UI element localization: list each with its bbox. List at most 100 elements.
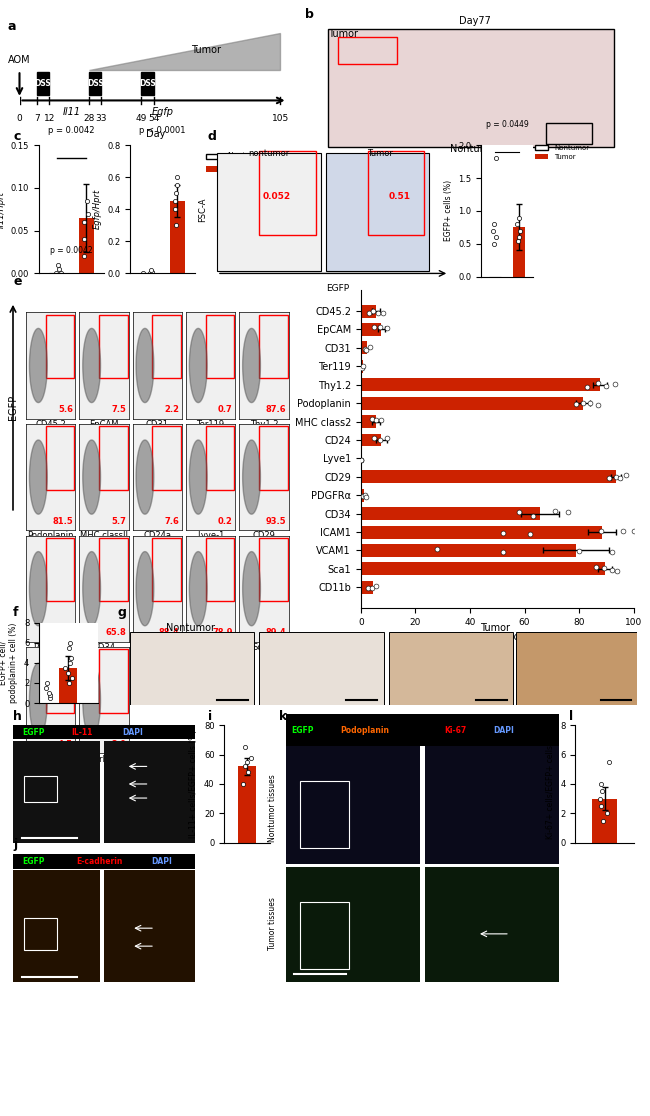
Bar (59, 667, 77, 703)
Text: 81.5: 81.5 (52, 517, 73, 526)
Text: DAPI: DAPI (493, 725, 514, 734)
Text: 2.2: 2.2 (164, 405, 179, 414)
Bar (130, 632, 254, 705)
X-axis label: Sca-1: Sca-1 (252, 643, 276, 652)
Bar (259, 152, 316, 235)
Text: 1.2: 1.2 (58, 628, 73, 637)
Polygon shape (189, 440, 207, 514)
Text: h: h (13, 710, 22, 723)
X-axis label: CD24a: CD24a (143, 531, 172, 540)
Text: nontumor: nontumor (248, 148, 289, 158)
Text: j: j (13, 838, 17, 852)
Bar (237, 767, 257, 843)
X-axis label: PDGFRα: PDGFRα (34, 643, 68, 652)
Polygon shape (83, 440, 101, 514)
Bar (259, 538, 287, 602)
Text: 105: 105 (272, 114, 289, 123)
Text: Nontumor: Nontumor (450, 144, 499, 154)
Y-axis label: EGFP+ cell/
podoplanin+ cell (%): EGFP+ cell/ podoplanin+ cell (%) (0, 623, 18, 703)
Polygon shape (136, 328, 154, 403)
Polygon shape (136, 551, 154, 626)
X-axis label: CD45.2: CD45.2 (35, 420, 66, 429)
Bar (104, 741, 195, 843)
Text: Day77: Day77 (458, 16, 491, 26)
Text: Day: Day (146, 128, 166, 138)
Text: c: c (13, 129, 20, 143)
Text: 12: 12 (44, 114, 55, 123)
Text: 54: 54 (148, 114, 159, 123)
Bar (516, 632, 637, 705)
X-axis label: CD11b: CD11b (36, 754, 65, 763)
Bar (79, 218, 94, 273)
Bar (546, 123, 592, 144)
Text: Tumor: Tumor (328, 29, 358, 39)
Text: 0.51: 0.51 (389, 192, 411, 201)
X-axis label: CD34: CD34 (92, 643, 116, 652)
Bar (361, 580, 373, 594)
Bar (286, 867, 420, 982)
Bar (326, 153, 430, 271)
Polygon shape (242, 551, 261, 626)
Bar (24, 776, 57, 801)
Text: 28: 28 (83, 114, 95, 123)
X-axis label: EpCAM: EpCAM (89, 420, 119, 429)
Text: AOM: AOM (8, 56, 31, 66)
Text: Nontumor: Nontumor (166, 623, 215, 633)
Polygon shape (242, 440, 261, 514)
Bar (13, 854, 195, 869)
Bar (89, 71, 101, 95)
Text: 33: 33 (96, 114, 107, 123)
Text: 88.4: 88.4 (159, 628, 179, 637)
Bar (104, 870, 195, 982)
Bar (361, 359, 363, 373)
Bar (389, 632, 513, 705)
Text: e: e (13, 275, 21, 288)
Text: i: i (208, 710, 212, 723)
Bar (152, 315, 181, 378)
Bar (24, 917, 57, 950)
Text: EGFP: EGFP (22, 857, 45, 866)
Text: 0.2: 0.2 (218, 517, 233, 526)
Text: 87.6: 87.6 (265, 405, 286, 414)
Text: 0.7: 0.7 (218, 405, 233, 414)
Text: IL-11: IL-11 (72, 728, 92, 737)
Bar (13, 725, 195, 740)
Bar (361, 323, 382, 336)
Y-axis label: Egfp/Hprt: Egfp/Hprt (92, 189, 101, 230)
Bar (361, 378, 600, 392)
Bar (259, 426, 287, 490)
Bar (300, 781, 349, 848)
Legend: Nontumor, Tumor: Nontumor, Tumor (532, 142, 592, 163)
Text: p = 0.0042: p = 0.0042 (48, 126, 95, 135)
Text: a: a (7, 20, 16, 33)
Text: Podoplanin: Podoplanin (341, 725, 389, 734)
Bar (361, 489, 364, 502)
Text: FSC-A: FSC-A (198, 198, 207, 221)
Bar (286, 714, 559, 747)
Bar (361, 396, 583, 410)
X-axis label: Ter119: Ter119 (196, 420, 225, 429)
Bar (361, 470, 616, 483)
Polygon shape (29, 663, 47, 738)
Text: 93.5: 93.5 (265, 517, 286, 526)
Bar (46, 538, 74, 602)
Bar (361, 433, 382, 446)
Bar (425, 867, 559, 982)
Text: 89.4: 89.4 (265, 628, 286, 637)
Bar (300, 902, 349, 969)
X-axis label: VCAM-1: VCAM-1 (194, 643, 227, 652)
Bar (46, 426, 74, 490)
X-axis label: CD29: CD29 (252, 531, 276, 540)
Bar (141, 71, 153, 95)
Bar (361, 507, 540, 520)
Text: p < 0.0001: p < 0.0001 (139, 126, 186, 135)
Bar (361, 415, 376, 429)
Text: Tumor: Tumor (190, 46, 220, 55)
Polygon shape (83, 663, 101, 738)
Text: DSS: DSS (139, 79, 156, 88)
Polygon shape (29, 551, 47, 626)
X-axis label: Ctrl Ab: Ctrl Ab (90, 754, 118, 763)
Bar (13, 741, 100, 843)
Text: Tumor: Tumor (480, 623, 510, 633)
Bar (259, 632, 384, 705)
